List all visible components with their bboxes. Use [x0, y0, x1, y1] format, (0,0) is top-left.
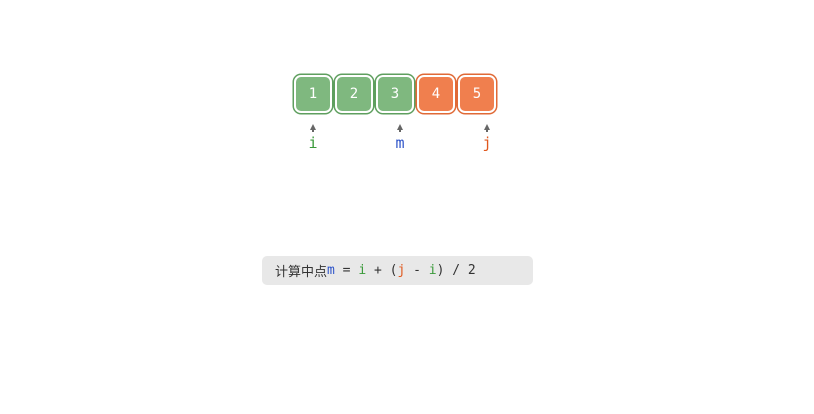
arrow-stem: [399, 130, 401, 132]
pointer-i: i: [303, 124, 323, 151]
array-cell-5: 5: [458, 75, 496, 113]
up-arrow-icon: [484, 124, 490, 130]
formula-minus: -: [405, 263, 429, 278]
formula-m: m: [327, 263, 335, 278]
array-cell-4: 4: [417, 75, 455, 113]
array-row: 1 2 3 4 5: [294, 75, 496, 113]
array-cell-3: 3: [376, 75, 414, 113]
formula-eq: =: [334, 263, 359, 278]
pointer-j: j: [477, 124, 497, 151]
formula-box: 计算中点 m = i + (j - i) / 2: [262, 256, 533, 285]
formula-prefix: 计算中点: [275, 265, 328, 280]
arrow-stem: [486, 130, 488, 132]
formula-j: j: [397, 263, 406, 278]
array-cell-1: 1: [294, 75, 332, 113]
array-cell-2: 2: [335, 75, 373, 113]
formula-i2: i: [428, 263, 437, 278]
arrow-stem: [312, 130, 314, 132]
up-arrow-icon: [397, 124, 403, 130]
pointer-i-label: i: [308, 134, 318, 152]
up-arrow-icon: [310, 124, 316, 130]
formula-i1: i: [358, 263, 367, 278]
formula-plus: + (: [366, 263, 398, 278]
formula-tail: ) / 2: [436, 263, 476, 278]
pointer-m: m: [390, 124, 410, 151]
pointer-j-label: j: [482, 134, 492, 152]
pointer-m-label: m: [395, 134, 405, 152]
